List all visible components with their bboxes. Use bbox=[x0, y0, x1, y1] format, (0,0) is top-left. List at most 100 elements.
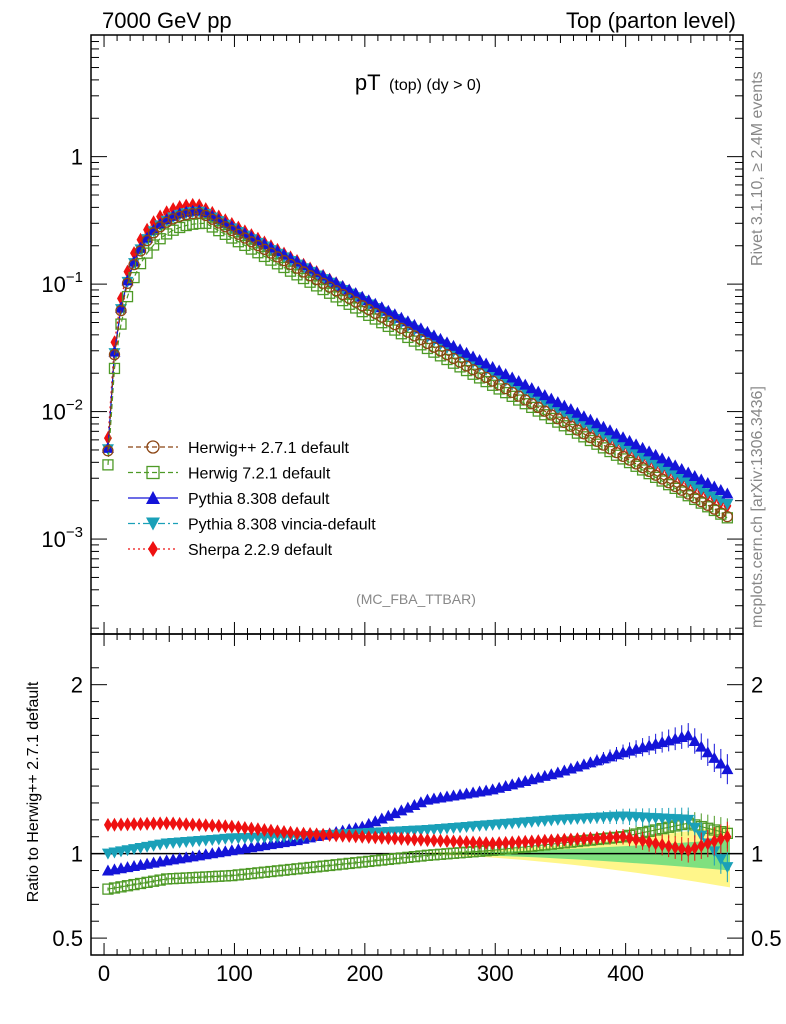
marker-diamond bbox=[560, 832, 569, 847]
marker-circle bbox=[454, 356, 466, 368]
marker-square bbox=[337, 294, 349, 307]
marker-diamond bbox=[175, 816, 184, 831]
marker-diamond bbox=[136, 816, 145, 831]
marker-circle bbox=[402, 326, 414, 338]
marker-diamond bbox=[697, 838, 706, 853]
marker-diamond bbox=[364, 830, 373, 845]
marker-square bbox=[382, 853, 394, 866]
marker-triangle-up bbox=[636, 441, 649, 453]
marker-triangle-up bbox=[682, 729, 695, 741]
marker-triangle-up bbox=[564, 403, 577, 415]
header-right: Top (parton level) bbox=[566, 8, 736, 33]
marker-circle bbox=[356, 300, 368, 312]
marker-triangle-up bbox=[577, 410, 590, 422]
marker-diamond bbox=[195, 817, 204, 832]
marker-diamond bbox=[208, 818, 217, 833]
marker-square bbox=[245, 867, 258, 880]
marker-diamond bbox=[358, 829, 367, 844]
marker-square bbox=[356, 856, 368, 868]
marker-diamond bbox=[586, 831, 595, 846]
marker-square bbox=[317, 860, 329, 872]
ratio-y-tick-label-right: 1 bbox=[751, 842, 763, 867]
marker-diamond bbox=[671, 840, 680, 855]
marker-square bbox=[297, 272, 310, 285]
marker-circle bbox=[252, 239, 264, 252]
marker-circle bbox=[115, 304, 127, 317]
marker-triangle-up bbox=[721, 487, 734, 499]
marker-triangle-up bbox=[558, 399, 571, 411]
marker-diamond bbox=[703, 836, 712, 851]
marker-square bbox=[363, 309, 375, 321]
marker-circle bbox=[643, 465, 655, 478]
marker-triangle-up bbox=[480, 357, 493, 369]
marker-circle bbox=[584, 431, 597, 444]
marker-circle bbox=[389, 318, 401, 331]
marker-circle bbox=[278, 254, 290, 267]
marker-diamond bbox=[495, 836, 504, 851]
x-tick-label: 0 bbox=[98, 961, 110, 986]
marker-diamond bbox=[521, 834, 530, 849]
marker-circle bbox=[284, 258, 297, 271]
ratio-panel-frame bbox=[90, 633, 744, 956]
marker-diamond bbox=[279, 825, 288, 840]
marker-circle bbox=[721, 510, 734, 523]
marker-diamond bbox=[410, 832, 419, 847]
marker-square bbox=[571, 427, 584, 439]
marker-triangle-up bbox=[519, 378, 532, 390]
marker-square bbox=[395, 328, 408, 340]
marker-triangle-up bbox=[695, 473, 708, 485]
marker-circle bbox=[669, 480, 681, 493]
marker-square bbox=[382, 320, 394, 333]
marker-square bbox=[167, 224, 179, 236]
marker-square bbox=[193, 871, 205, 883]
plot-title: pT (top) (dy > 0) bbox=[355, 70, 481, 95]
marker-circle bbox=[467, 364, 479, 376]
marker-diamond bbox=[227, 819, 236, 834]
marker-square bbox=[597, 442, 610, 454]
marker-diamond bbox=[645, 835, 654, 850]
marker-diamond bbox=[488, 836, 497, 851]
marker-diamond bbox=[403, 832, 412, 847]
marker-circle bbox=[604, 443, 616, 455]
y-tick-label: 10−2 bbox=[41, 397, 83, 425]
marker-square bbox=[343, 857, 355, 870]
marker-circle bbox=[187, 208, 199, 220]
marker-diamond bbox=[149, 816, 158, 831]
marker-triangle-up bbox=[317, 269, 330, 281]
marker-diamond bbox=[469, 835, 478, 850]
marker-triangle-up bbox=[590, 417, 603, 429]
marker-circle bbox=[630, 458, 642, 470]
marker-circle bbox=[441, 349, 453, 361]
marker-square bbox=[480, 375, 492, 388]
marker-square bbox=[291, 269, 303, 281]
ratio-series bbox=[101, 723, 734, 895]
marker-diamond bbox=[475, 835, 484, 850]
marker-circle bbox=[134, 245, 147, 257]
main-series bbox=[101, 197, 734, 524]
marker-diamond bbox=[188, 817, 197, 832]
marker-triangle-up bbox=[714, 757, 727, 769]
marker-circle bbox=[708, 503, 720, 515]
marker-square bbox=[389, 324, 401, 336]
marker-square bbox=[350, 857, 362, 869]
marker-circle bbox=[428, 341, 440, 353]
marker-square bbox=[206, 221, 218, 233]
marker-square bbox=[200, 871, 212, 883]
marker-diamond bbox=[247, 821, 256, 836]
marker-square bbox=[389, 853, 401, 865]
marker-triangle-up bbox=[688, 469, 701, 481]
marker-diamond bbox=[312, 827, 321, 842]
marker-square bbox=[108, 882, 121, 894]
marker-diamond bbox=[442, 834, 451, 849]
marker-square bbox=[187, 871, 199, 884]
marker-circle bbox=[571, 424, 584, 436]
marker-triangle-up bbox=[701, 477, 714, 489]
marker-diamond bbox=[345, 829, 354, 844]
marker-triangle-up bbox=[545, 392, 558, 404]
marker-circle bbox=[480, 371, 492, 383]
marker-triangle-up bbox=[128, 255, 141, 267]
ratio-y-tick-label: 1 bbox=[71, 842, 83, 867]
marker-square bbox=[565, 423, 577, 436]
marker-triangle-up bbox=[493, 364, 506, 376]
marker-diamond bbox=[534, 834, 543, 849]
